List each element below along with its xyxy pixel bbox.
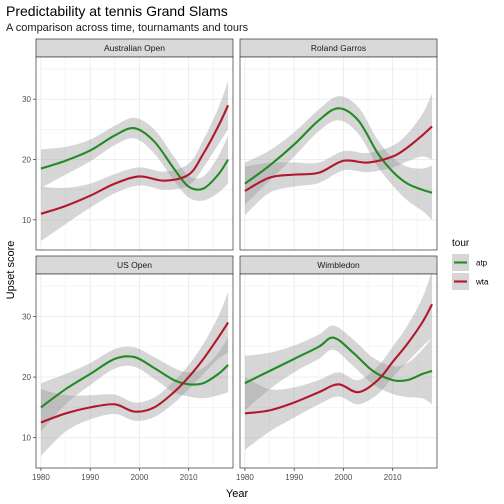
- y-tick-label: 20: [22, 373, 31, 382]
- panel-plot-area: [244, 93, 433, 220]
- legend-label-atp: atp: [476, 259, 488, 268]
- y-tick-label: 30: [22, 312, 31, 321]
- chart-title: Predictability at tennis Grand Slams: [6, 3, 228, 19]
- facet-strip-label: Wimbledon: [317, 260, 360, 270]
- confidence-band-wta: [40, 81, 229, 241]
- legend-label-wta: wta: [475, 278, 489, 287]
- confidence-band-wta: [244, 93, 433, 216]
- series-line-atp: [40, 355, 229, 409]
- facet-panel: Roland Garros: [239, 38, 438, 251]
- series-line-atp: [244, 336, 433, 385]
- chart-subtitle: A comparison across time, tournamants an…: [6, 22, 249, 34]
- confidence-band-wta: [244, 274, 433, 450]
- facet-panel: Australian Open 10 20 30: [22, 38, 234, 251]
- y-tick-label: 30: [22, 95, 31, 104]
- x-tick-label: 1980: [236, 473, 254, 482]
- series-line-wta: [244, 125, 433, 192]
- panel-plot-area: [40, 292, 229, 456]
- panel-plot-area: [40, 81, 230, 241]
- panel-border: [35, 273, 234, 469]
- panel-background: [240, 57, 437, 250]
- panel-border: [239, 273, 438, 469]
- y-tick-label: 10: [22, 216, 31, 225]
- facet-panels: Australian Open 10 20 30 Roland Garros US Ope…: [22, 38, 438, 482]
- panel-background: [36, 57, 233, 250]
- x-axis-title: Year: [226, 488, 249, 500]
- series-line-wta: [40, 104, 230, 215]
- panel-background: [240, 274, 437, 468]
- y-tick-label: 10: [22, 434, 31, 443]
- confidence-band-atp: [244, 325, 433, 411]
- y-tick-label: 20: [22, 156, 31, 165]
- facet-panel: US Open 10 20 30 1980 1990 2000 2010: [22, 255, 234, 482]
- x-tick-label: 2010: [384, 473, 402, 482]
- series-line-atp: [244, 107, 433, 194]
- facet-strip-label: Australian Open: [104, 43, 165, 53]
- facet-panel: Wimbledon 1980 1990 2000 2010: [236, 255, 438, 482]
- legend: tour atp wta: [452, 238, 489, 290]
- series-line-wta: [40, 321, 229, 424]
- facet-strip-label: Roland Garros: [311, 43, 366, 53]
- panel-border: [35, 56, 234, 251]
- y-axis-title: Upset score: [5, 241, 17, 300]
- confidence-band-atp: [244, 96, 433, 220]
- panel-background: [36, 274, 233, 468]
- x-tick-label: 1990: [81, 473, 99, 482]
- panel-plot-area: [244, 274, 433, 450]
- x-tick-label: 2000: [131, 473, 149, 482]
- legend-title: tour: [452, 238, 470, 249]
- series-line-wta: [244, 303, 433, 415]
- x-tick-label: 2010: [180, 473, 198, 482]
- facet-strip-label: US Open: [117, 260, 152, 270]
- x-tick-label: 1980: [32, 473, 50, 482]
- x-tick-label: 2000: [335, 473, 353, 482]
- series-line-atp: [40, 126, 229, 191]
- confidence-band-wta: [40, 292, 229, 456]
- panel-border: [239, 56, 438, 251]
- x-tick-label: 1990: [285, 473, 303, 482]
